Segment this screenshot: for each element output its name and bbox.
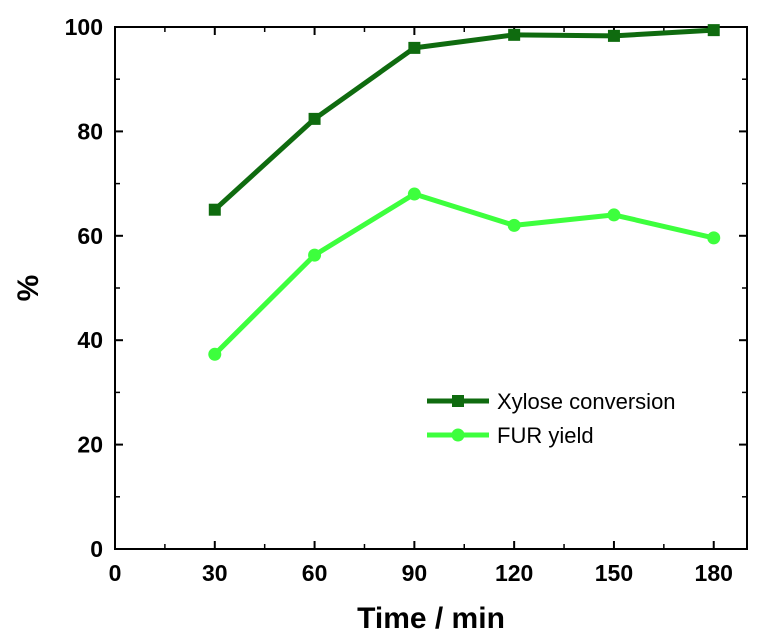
data-point-square [607, 29, 620, 42]
legend-marker-square [452, 395, 464, 407]
legend: Xylose conversion FUR yield [427, 389, 676, 448]
y-tick-label: 60 [77, 223, 103, 249]
data-point-circle [208, 347, 222, 361]
data-point-circle [607, 208, 621, 222]
x-tick-label: 60 [302, 560, 328, 586]
y-tick-label: 100 [65, 14, 103, 40]
x-tick-label: 120 [495, 560, 533, 586]
data-point-circle [308, 248, 322, 262]
series-line [213, 27, 714, 212]
legend-item: Xylose conversion [427, 389, 676, 414]
data-point-circle [407, 187, 421, 201]
series-fur-yield [208, 187, 721, 361]
legend-item: FUR yield [427, 423, 594, 448]
plot-frame [114, 26, 748, 550]
y-tick-label: 40 [77, 327, 103, 353]
x-tick-label: 30 [202, 560, 228, 586]
data-point-circle [507, 218, 521, 232]
x-axis-title: Time / min [357, 602, 505, 635]
series-layer [208, 24, 721, 361]
series-line [213, 191, 715, 357]
data-point-square [208, 203, 221, 216]
y-axis-ticks: 0 20 40 60 80 100 [65, 14, 747, 562]
legend-label: FUR yield [497, 423, 594, 448]
x-tick-label: 180 [695, 560, 733, 586]
data-point-square [408, 41, 421, 54]
legend-marker-circle [451, 428, 465, 442]
data-point-square [508, 28, 521, 41]
x-tick-label: 0 [109, 560, 122, 586]
legend-label: Xylose conversion [497, 389, 676, 414]
y-axis-title: % [12, 275, 45, 302]
y-tick-label: 0 [90, 536, 103, 562]
data-point-square [707, 24, 720, 37]
x-tick-label: 90 [402, 560, 428, 586]
data-point-circle [707, 231, 721, 245]
y-tick-label: 80 [77, 118, 103, 144]
series-xylose-conversion [208, 24, 720, 216]
x-axis-ticks: 0 30 60 90 120 150 180 [109, 27, 733, 586]
data-point-square [308, 112, 321, 125]
x-tick-label: 150 [595, 560, 633, 586]
y-tick-label: 20 [77, 432, 103, 458]
